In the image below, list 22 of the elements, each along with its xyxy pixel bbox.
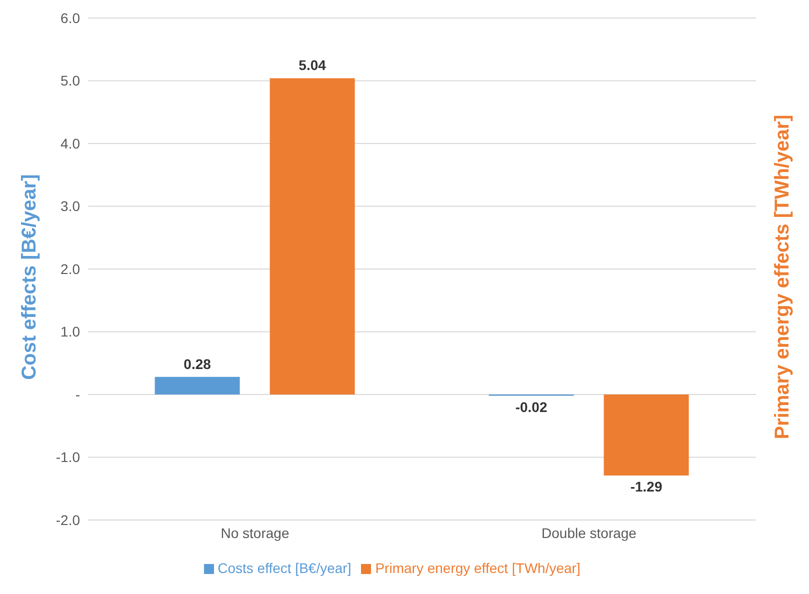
y-tick-label: 6.0 <box>60 10 80 26</box>
data-label: -0.02 <box>515 398 548 415</box>
x-tick-label: Double storage <box>542 524 637 541</box>
x-tick-label: No storage <box>220 524 290 541</box>
bar <box>604 394 689 476</box>
data-label: 0.28 <box>184 356 212 372</box>
y-axis-title: Cost effects [B€/year] <box>18 174 42 380</box>
data-label: 5.04 <box>298 57 326 74</box>
legend-label: Costs effect [B€/year] <box>218 560 352 576</box>
bar <box>154 376 240 394</box>
y-tick-label: 2.0 <box>60 260 80 277</box>
y-tick-label: 1.0 <box>60 324 80 340</box>
y2-axis-title: Primary energy effects [TWh/year] <box>772 114 794 440</box>
y-tick-label: - <box>75 386 80 402</box>
bar <box>270 78 355 394</box>
data-label: -1.29 <box>630 478 662 494</box>
y-tick-label: 5.0 <box>60 72 80 89</box>
y-tick-label: 3.0 <box>60 198 80 214</box>
y-tick-label: -2.0 <box>56 512 80 528</box>
y-tick-label: 4.0 <box>60 135 80 152</box>
legend-label: Primary energy effect [TWh/year] <box>375 560 580 576</box>
y-tick-label: -1.0 <box>56 449 80 466</box>
